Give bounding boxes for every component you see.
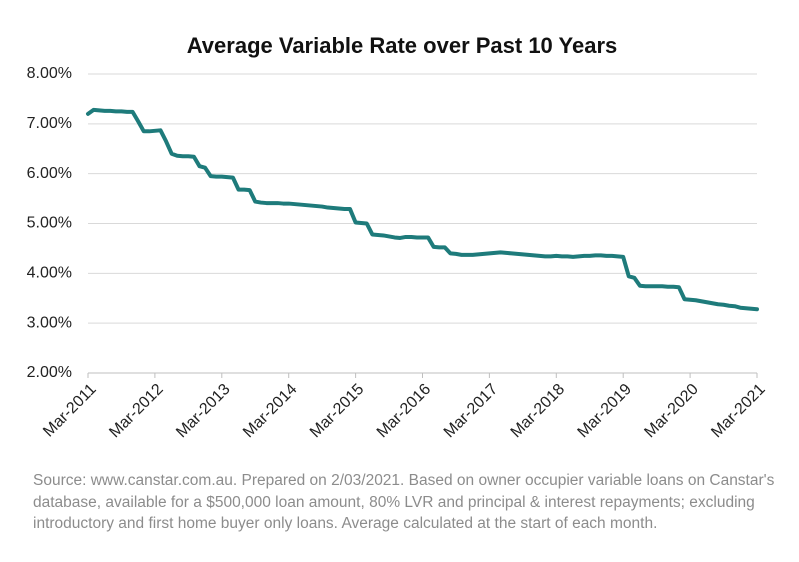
x-tick-label: Mar-2015: [307, 381, 368, 442]
line-series: [86, 107, 759, 312]
y-tick-label: 2.00%: [27, 364, 72, 381]
y-tick-label: 4.00%: [27, 265, 72, 282]
x-tick-label: Mar-2011: [40, 381, 100, 441]
x-tick-label: Mar-2021: [708, 381, 769, 442]
x-tick-label: Mar-2020: [641, 381, 702, 442]
x-tick-label: Mar-2013: [173, 381, 234, 442]
source-note: Source: www.canstar.com.au. Prepared on …: [33, 472, 775, 532]
chart: Average Variable Rate over Past 10 Years…: [27, 33, 769, 442]
chart-title: Average Variable Rate over Past 10 Years: [187, 33, 618, 58]
x-tick-label: Mar-2014: [240, 381, 301, 442]
y-tick-label: 6.00%: [27, 165, 72, 182]
x-tick-label: Mar-2018: [508, 381, 569, 442]
x-tick-label: Mar-2017: [441, 381, 502, 442]
y-tick-label: 5.00%: [27, 215, 72, 232]
x-tick-label: Mar-2012: [106, 381, 167, 442]
x-tick-label: Mar-2016: [374, 381, 435, 442]
y-tick-label: 3.00%: [27, 314, 72, 331]
x-tick-label: Mar-2019: [575, 381, 636, 442]
y-tick-label: 8.00%: [27, 65, 72, 82]
y-tick-label: 7.00%: [27, 115, 72, 132]
